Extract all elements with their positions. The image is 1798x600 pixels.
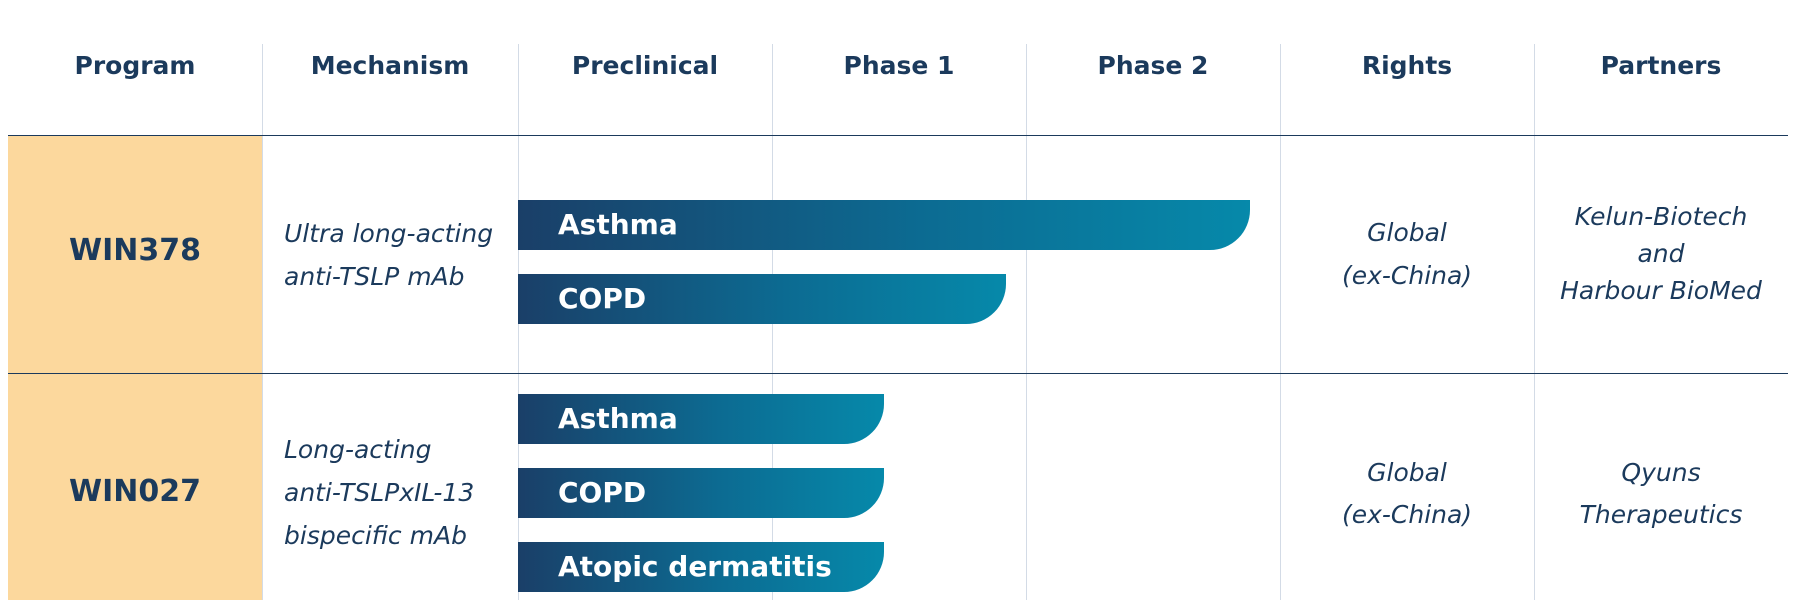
indication-label: COPD <box>558 282 647 315</box>
column-divider <box>1534 44 1535 600</box>
indication-label: COPD <box>558 476 647 509</box>
program-name: WIN378 <box>69 233 201 268</box>
header-program: Program <box>74 51 196 80</box>
partners-text: Kelun-Biotech and Harbour BioMed <box>1534 198 1788 309</box>
phase-bar: Asthma <box>518 394 884 444</box>
column-divider <box>1026 44 1027 600</box>
partners-text: Qyuns Therapeutics <box>1534 452 1788 536</box>
header-mechanism: Mechanism <box>310 51 470 80</box>
rights-line: (ex-China) <box>1341 261 1473 290</box>
header-preclinical: Preclinical <box>571 51 719 80</box>
partners-line: and <box>1637 239 1685 268</box>
phase-bar: COPD <box>518 468 884 518</box>
header-divider <box>8 135 1788 136</box>
partners-line: Therapeutics <box>1579 500 1743 529</box>
rights-line: Global <box>1367 458 1447 487</box>
rights-line: Global <box>1367 218 1447 247</box>
rights-line: (ex-China) <box>1341 500 1473 529</box>
header-partners: Partners <box>1600 51 1722 80</box>
mechanism-line: Ultra long-acting <box>284 219 494 248</box>
header-phase-2: Phase 2 <box>1097 51 1209 80</box>
partners-line: Kelun-Biotech <box>1574 202 1748 231</box>
indication-label: Asthma <box>558 402 678 435</box>
phase-bar: Asthma <box>518 200 1250 250</box>
mechanism-line: Long-acting <box>284 435 432 464</box>
program-cell-win027 <box>8 374 262 600</box>
mechanism-line: anti-TSLP mAb <box>284 262 465 291</box>
partners-line: Harbour BioMed <box>1560 276 1762 305</box>
indication-label: Atopic dermatitis <box>558 550 832 583</box>
mechanism-line: anti-TSLPxIL-13 <box>284 478 475 507</box>
program-name: WIN027 <box>69 474 201 509</box>
column-divider <box>1280 44 1281 600</box>
header-rights: Rights <box>1361 51 1453 80</box>
mechanism-text: Ultra long-acting anti-TSLP mAb <box>284 212 509 298</box>
rights-text: Global (ex-China) <box>1280 211 1534 297</box>
phase-bar: COPD <box>518 274 1006 324</box>
column-divider <box>262 44 263 600</box>
mechanism-line: bispecific mAb <box>284 521 467 550</box>
header-phase-1: Phase 1 <box>843 51 955 80</box>
mechanism-text: Long-acting anti-TSLPxIL-13 bispecific m… <box>284 428 509 557</box>
program-cell-win378 <box>8 136 262 373</box>
phase-bar: Atopic dermatitis <box>518 542 884 592</box>
row-divider <box>8 373 1788 374</box>
partners-line: Qyuns <box>1621 458 1701 487</box>
indication-label: Asthma <box>558 208 678 241</box>
rights-text: Global (ex-China) <box>1280 452 1534 536</box>
